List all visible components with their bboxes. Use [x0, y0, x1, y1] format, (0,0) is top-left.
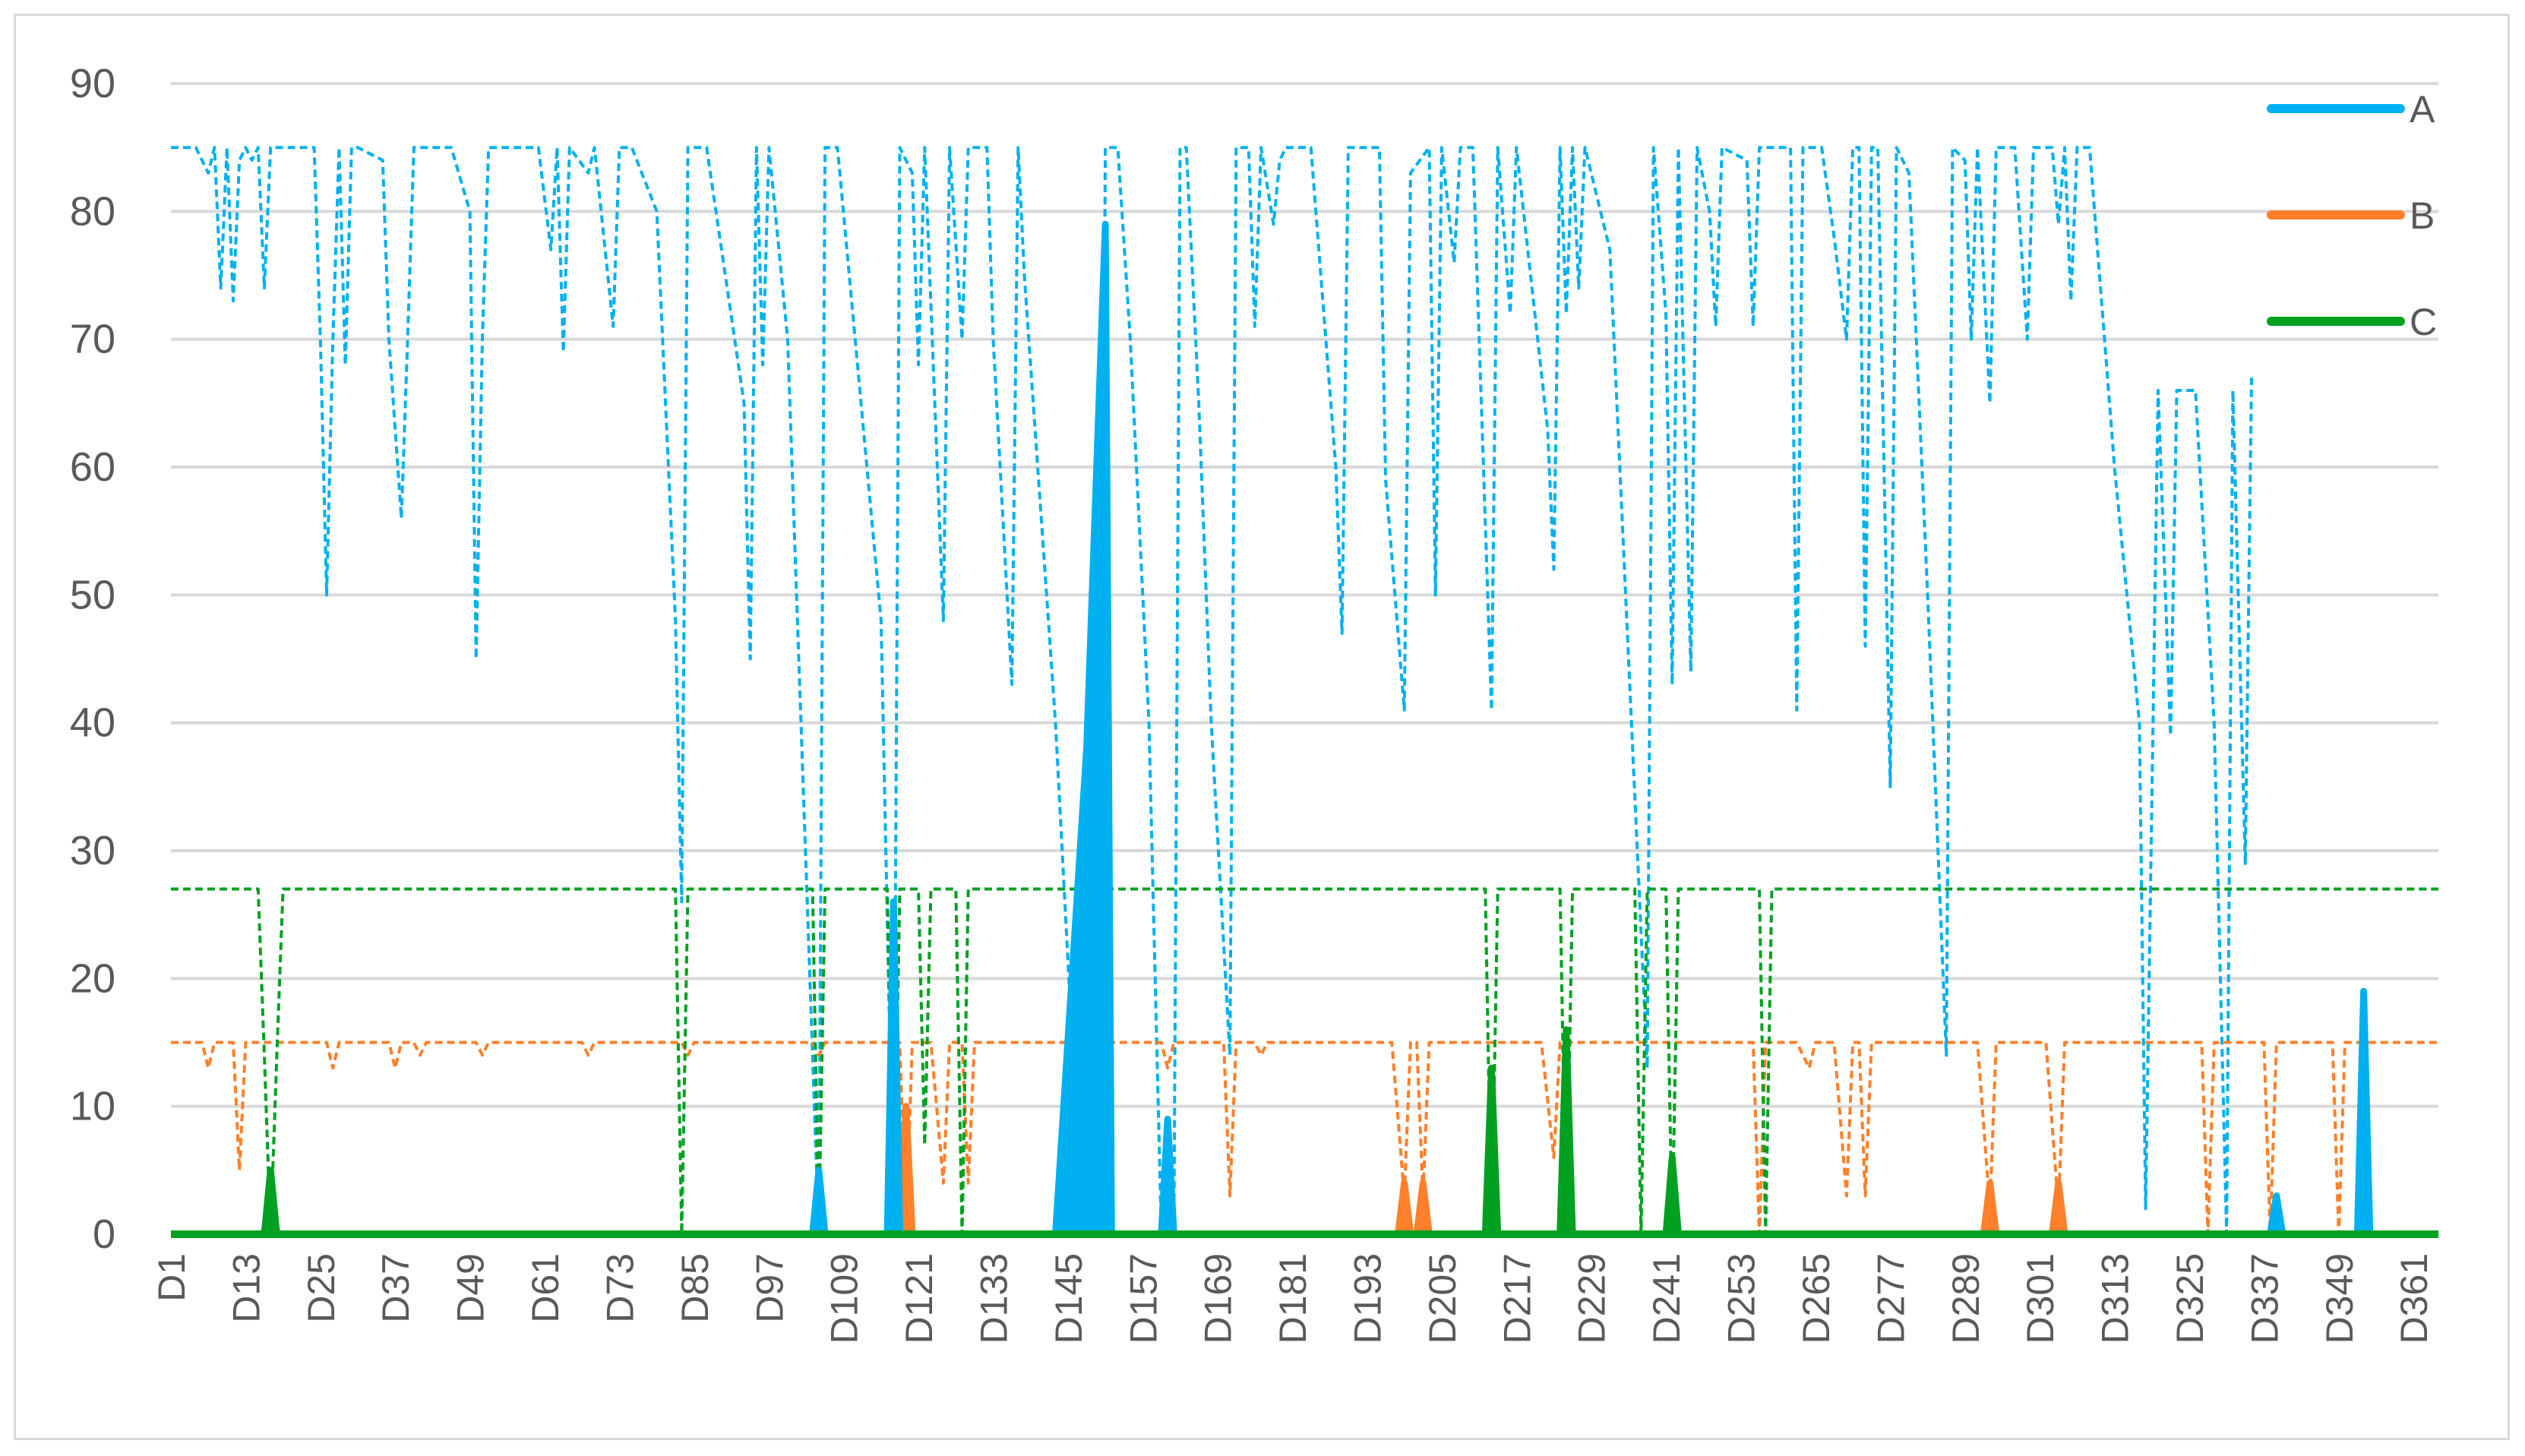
legend-label-A: A: [2410, 88, 2435, 131]
y-tick-label: 70: [70, 317, 115, 362]
x-tick-label: D205: [1421, 1253, 1464, 1344]
series-A-line: [809, 220, 2374, 1238]
x-tick-label: D265: [1795, 1253, 1838, 1344]
x-tick-label: D313: [2094, 1253, 2137, 1344]
y-tick-label: 0: [93, 1211, 115, 1257]
x-tick-label: D169: [1197, 1253, 1240, 1344]
x-tick-label: D289: [1945, 1253, 1987, 1344]
x-tick-label: D349: [2318, 1253, 2361, 1344]
y-axis-tick-labels: 0 10 20 30 40 50 60 70 80 90: [70, 61, 115, 1257]
x-tick-label: D361: [2393, 1253, 2435, 1344]
x-tick-label: D181: [1272, 1253, 1314, 1344]
x-tick-label: D109: [823, 1253, 866, 1344]
y-tick-label: 30: [70, 828, 115, 873]
x-tick-label: D337: [2243, 1253, 2286, 1344]
x-tick-label: D1: [150, 1253, 193, 1302]
x-tick-label: D193: [1347, 1253, 1389, 1344]
x-tick-label: D37: [374, 1253, 417, 1323]
x-tick-label: D97: [748, 1253, 791, 1323]
x-tick-label: D277: [1869, 1253, 1912, 1344]
y-tick-label: 80: [70, 188, 115, 234]
series-5-dashed-line: [171, 887, 2438, 1236]
x-tick-label: D25: [300, 1253, 343, 1323]
x-tick-label: D49: [450, 1253, 492, 1323]
x-tick-label: D229: [1571, 1253, 1613, 1344]
x-tick-label: D301: [2019, 1253, 2062, 1344]
x-tick-label: D85: [674, 1253, 716, 1323]
x-tick-label: D133: [972, 1253, 1015, 1344]
x-tick-label: D73: [599, 1253, 641, 1323]
x-tick-label: D61: [524, 1253, 567, 1323]
legend-label-C: C: [2410, 301, 2437, 343]
y-tick-label: 40: [70, 700, 115, 746]
x-tick-label: D13: [225, 1253, 267, 1323]
x-tick-label: D241: [1645, 1253, 1688, 1344]
series-4-dashed-line: [171, 1041, 2438, 1236]
x-tick-label: D325: [2169, 1253, 2211, 1344]
series-3-dashed-line: [171, 146, 2253, 1236]
x-tick-label: D217: [1496, 1253, 1538, 1344]
x-tick-label: D145: [1048, 1253, 1090, 1344]
y-tick-label: 60: [70, 444, 115, 490]
x-tick-label: D157: [1122, 1253, 1165, 1344]
y-tick-label: 10: [70, 1084, 115, 1129]
x-axis-tick-labels: D1 D13 D25 D37 D49 D61 D73 D85 D97 D109 D121 D133 D1…: [150, 1253, 2435, 1344]
x-tick-label: D121: [898, 1253, 940, 1344]
y-tick-label: 20: [70, 955, 115, 1001]
y-tick-label: 50: [70, 572, 115, 617]
legend-label-B: B: [2410, 194, 2435, 237]
x-tick-label: D253: [1721, 1253, 1763, 1344]
chart-frame: [14, 14, 2510, 1440]
y-tick-label: 90: [70, 61, 115, 106]
legend: A B C: [2267, 88, 2437, 343]
series-layer: [171, 146, 2438, 1238]
series-C-line: [261, 1026, 1682, 1238]
